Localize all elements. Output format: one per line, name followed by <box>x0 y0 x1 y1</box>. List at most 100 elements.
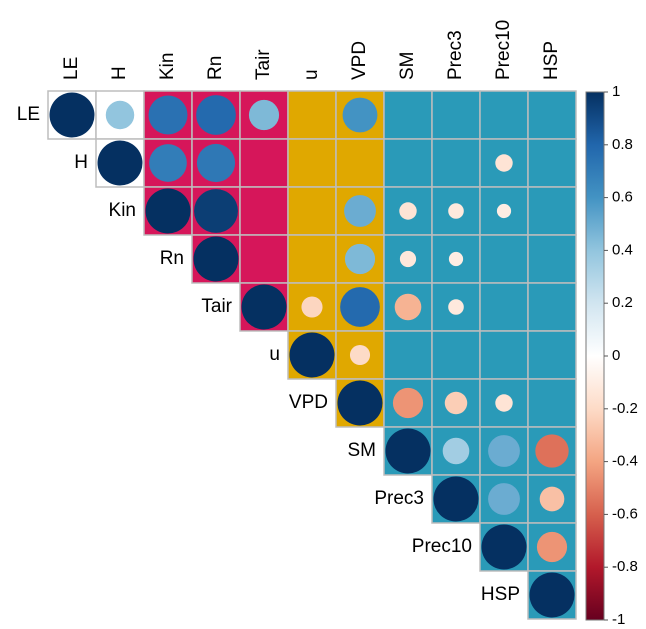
corr-circle <box>496 203 512 219</box>
corr-circle <box>149 144 187 182</box>
column-label: H <box>109 66 130 80</box>
corr-circle <box>193 236 239 282</box>
corr-circle <box>448 251 464 267</box>
corr-circle <box>539 486 565 512</box>
corr-circle <box>448 203 464 219</box>
cell <box>287 186 337 236</box>
colorbar-label: -0.4 <box>612 453 638 470</box>
column-label: Tair <box>253 49 274 80</box>
corr-circle <box>536 531 568 563</box>
column-label: Kin <box>157 53 178 80</box>
cell <box>527 282 577 332</box>
corr-circle <box>495 394 513 412</box>
corr-circle <box>344 195 376 227</box>
cell <box>287 234 337 284</box>
corr-circle <box>481 524 527 570</box>
corr-circle <box>248 99 280 131</box>
corr-circle <box>301 296 323 318</box>
corr-circle <box>342 97 378 133</box>
row-label: Tair <box>201 296 232 317</box>
colorbar-label: -0.6 <box>612 505 638 522</box>
column-label: SM <box>397 52 418 81</box>
cell <box>383 186 433 236</box>
column-label: Rn <box>205 56 226 80</box>
corr-circle <box>529 572 575 618</box>
cell <box>479 234 529 284</box>
corr-circle <box>344 243 376 275</box>
corr-circle <box>394 293 422 321</box>
corr-circle <box>145 188 191 234</box>
corr-circle <box>488 483 520 515</box>
corr-circle <box>444 391 468 415</box>
colorbar-label: -0.2 <box>612 400 638 417</box>
corr-circle <box>241 284 287 330</box>
colorbar-label: 0.8 <box>612 136 633 153</box>
corr-circle <box>442 437 470 465</box>
corr-circle <box>340 287 380 327</box>
corr-circle <box>495 154 513 172</box>
cell <box>527 234 577 284</box>
cell <box>383 330 433 380</box>
corr-circle <box>385 428 431 474</box>
cell <box>527 138 577 188</box>
row-label: H <box>74 152 88 173</box>
colorbar-label: 0.4 <box>612 241 633 258</box>
row-label: Prec10 <box>412 536 472 557</box>
row-label: HSP <box>481 584 520 605</box>
corr-circle <box>488 435 520 467</box>
column-label: LE <box>61 57 82 80</box>
corr-circle <box>148 95 188 135</box>
row-label: VPD <box>289 392 328 413</box>
cell <box>239 234 289 284</box>
corr-circle <box>399 202 417 220</box>
column-label: HSP <box>541 41 562 80</box>
cell <box>527 330 577 380</box>
corr-circle <box>105 100 135 130</box>
colorbar-label: 0 <box>612 347 620 364</box>
cell <box>479 282 529 332</box>
corr-circle <box>433 476 479 522</box>
colorbar <box>585 91 605 621</box>
cell <box>431 90 481 140</box>
cell <box>527 186 577 236</box>
cell <box>287 90 337 140</box>
corr-circle <box>399 250 417 268</box>
colorbar-label: -1 <box>612 611 625 628</box>
cell <box>527 90 577 140</box>
cell <box>287 282 337 332</box>
corr-circle <box>97 140 143 186</box>
corr-circle <box>196 143 236 183</box>
colorbar-label: -0.8 <box>612 558 638 575</box>
row-label: Prec3 <box>374 488 424 509</box>
column-label: u <box>301 69 322 80</box>
cell <box>431 330 481 380</box>
cell <box>383 138 433 188</box>
cell <box>239 186 289 236</box>
column-label: VPD <box>349 41 370 80</box>
row-label: u <box>269 344 280 365</box>
corr-circle <box>349 344 371 366</box>
cell <box>479 90 529 140</box>
corr-circle <box>337 380 383 426</box>
row-label: LE <box>17 104 40 125</box>
corr-circle <box>196 95 236 135</box>
cell <box>335 138 385 188</box>
cell <box>287 138 337 188</box>
column-label: Prec3 <box>445 30 466 80</box>
corr-circle <box>448 299 464 315</box>
corr-circle <box>194 189 238 233</box>
corr-circle <box>392 387 424 419</box>
row-label: SM <box>348 440 377 461</box>
row-label: Rn <box>160 248 184 269</box>
cell <box>239 138 289 188</box>
row-label: Kin <box>109 200 136 221</box>
cell <box>527 378 577 428</box>
cell <box>431 138 481 188</box>
colorbar-label: 0.6 <box>612 189 633 206</box>
colorbar-label: 1 <box>612 83 620 100</box>
cell <box>383 90 433 140</box>
corr-circle <box>49 92 95 138</box>
colorbar-label: 0.2 <box>612 294 633 311</box>
column-label: Prec10 <box>493 20 514 80</box>
